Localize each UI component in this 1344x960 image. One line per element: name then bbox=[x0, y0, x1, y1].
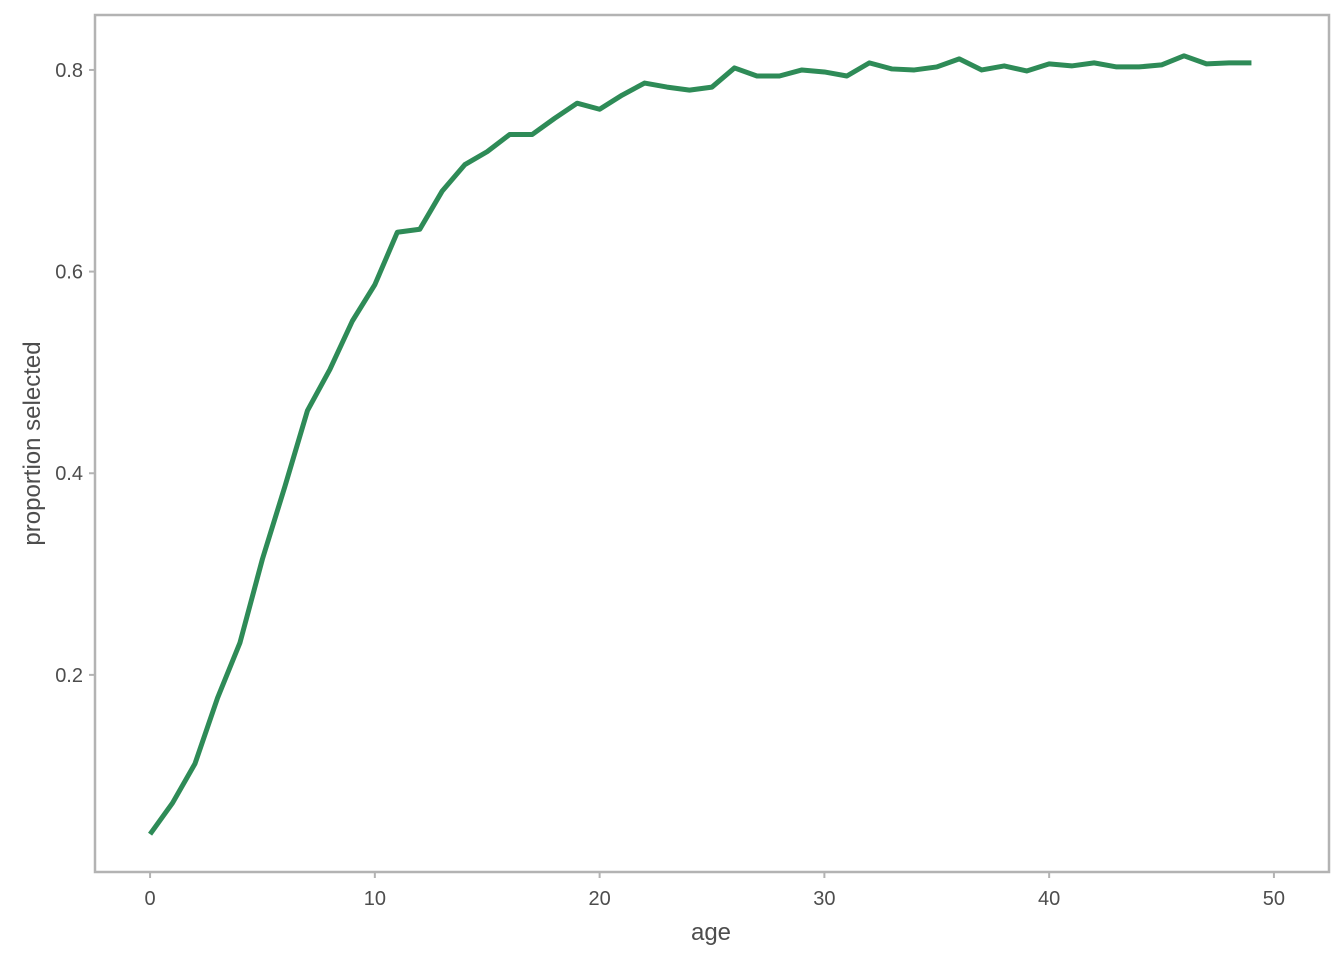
y-axis-title: proportion selected bbox=[19, 341, 46, 545]
x-tick-label: 0 bbox=[145, 888, 156, 910]
x-tick-label: 20 bbox=[588, 888, 610, 910]
y-tick-label: 0.6 bbox=[55, 262, 83, 284]
x-tick-label: 40 bbox=[1038, 888, 1060, 910]
x-tick-label: 10 bbox=[364, 888, 386, 910]
x-axis: 0 10 20 30 40 50 bbox=[145, 872, 1285, 910]
plot-panel-border bbox=[93, 13, 1331, 874]
y-axis: 0.2 0.4 0.6 0.8 bbox=[55, 60, 95, 687]
x-tick-label: 50 bbox=[1263, 888, 1285, 910]
series-line bbox=[148, 53, 1252, 836]
x-axis-title: age bbox=[691, 919, 731, 946]
plot-area bbox=[148, 53, 1252, 836]
y-tick-label: 0.2 bbox=[55, 665, 83, 687]
x-tick-label: 30 bbox=[813, 888, 835, 910]
y-tick-label: 0.8 bbox=[55, 60, 83, 82]
y-tick-label: 0.4 bbox=[55, 463, 83, 485]
